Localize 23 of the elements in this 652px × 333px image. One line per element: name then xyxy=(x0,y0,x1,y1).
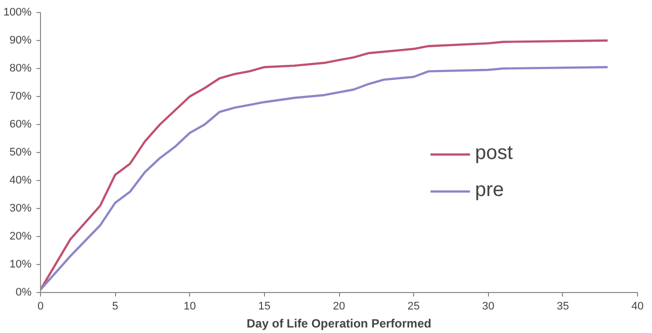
y-tick-label: 10% xyxy=(9,258,32,270)
y-tick-label: 100% xyxy=(3,6,32,18)
x-axis-title: Day of Life Operation Performed xyxy=(246,316,432,330)
y-tick-label: 40% xyxy=(9,174,32,186)
x-tick-label: 10 xyxy=(184,300,196,312)
legend-label: post xyxy=(475,142,513,165)
x-tick-label: 40 xyxy=(631,300,644,312)
y-tick-label: 80% xyxy=(9,62,32,74)
x-tick-label: 0 xyxy=(37,300,44,312)
x-tick-label: 25 xyxy=(408,300,420,312)
legend-label: pre xyxy=(475,179,504,202)
y-tick-label: 50% xyxy=(9,146,32,158)
y-tick-label: 20% xyxy=(9,230,32,242)
y-tick-label: 30% xyxy=(9,202,32,214)
x-tick-label: 30 xyxy=(482,300,494,312)
y-tick-label: 60% xyxy=(9,118,32,130)
x-tick-label: 35 xyxy=(556,300,570,312)
y-tick-label: 0% xyxy=(16,286,32,298)
x-tick-label: 5 xyxy=(112,300,118,312)
x-tick-label: 15 xyxy=(258,300,271,312)
x-tick-label: 20 xyxy=(332,300,346,312)
y-tick-label: 70% xyxy=(9,90,32,102)
y-tick-label: 90% xyxy=(9,34,32,46)
